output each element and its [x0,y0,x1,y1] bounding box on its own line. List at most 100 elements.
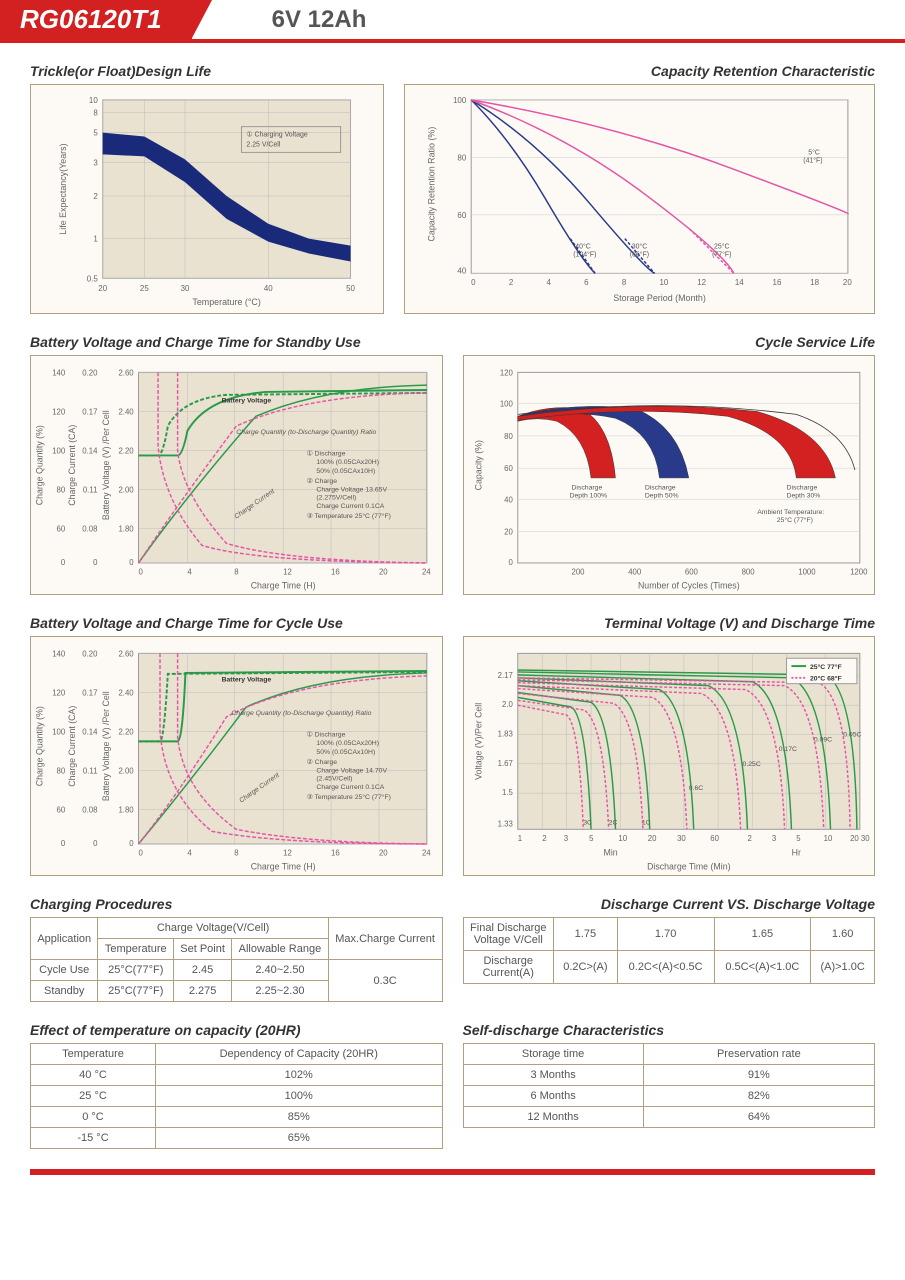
svg-text:Charge Current (CA): Charge Current (CA) [67,425,77,506]
svg-text:(86°F): (86°F) [629,250,648,258]
svg-text:60: 60 [504,464,513,473]
svg-text:12: 12 [283,849,292,858]
svg-text:Number of Cycles (Times): Number of Cycles (Times) [637,580,739,590]
svg-text:25: 25 [140,284,149,293]
svg-text:Storage Period (Month): Storage Period (Month) [613,293,706,303]
svg-text:0.17: 0.17 [82,688,97,697]
svg-text:2.00: 2.00 [118,767,134,776]
svg-text:100: 100 [52,446,66,455]
svg-text:40: 40 [504,495,513,504]
svg-text:24: 24 [422,568,431,577]
svg-text:20°C 68°F: 20°C 68°F [809,675,841,683]
table1-title: Charging Procedures [30,896,443,912]
svg-text:20: 20 [98,284,107,293]
svg-text:50% (0.05CAx10H): 50% (0.05CAx10H) [316,749,375,756]
svg-text:1.80: 1.80 [118,525,134,534]
svg-text:0.09C: 0.09C [813,736,831,743]
svg-text:Temperature (°C): Temperature (°C) [192,297,260,307]
svg-text:60: 60 [57,806,66,815]
svg-text:80: 80 [504,432,513,441]
table-row: 25 °C100% [31,1086,443,1107]
svg-text:2: 2 [93,192,97,201]
discharge-current-table: Final Discharge Voltage V/Cell 1.75 1.70… [463,917,876,984]
svg-text:Discharge: Discharge [644,485,675,492]
svg-text:800: 800 [741,568,755,577]
svg-text:120: 120 [52,407,66,416]
svg-text:12: 12 [697,278,706,287]
svg-text:① Discharge: ① Discharge [307,449,346,457]
table-row: 12 Months64% [463,1107,875,1128]
temp-capacity-table: Temperature Dependency of Capacity (20HR… [30,1043,443,1149]
svg-text:Charge Current 0.1CA: Charge Current 0.1CA [316,784,384,791]
self-discharge-table: Storage time Preservation rate 3 Months9… [463,1043,876,1128]
svg-text:0.17: 0.17 [82,407,97,416]
svg-text:20: 20 [504,528,513,537]
svg-text:Discharge: Discharge [571,485,602,492]
svg-text:Ambient Temperature:: Ambient Temperature: [757,509,824,516]
svg-text:Min: Min [603,848,617,858]
svg-text:8: 8 [621,278,626,287]
svg-text:20: 20 [379,568,388,577]
svg-text:(2.45V/Cell): (2.45V/Cell) [316,775,352,782]
svg-text:1: 1 [517,834,521,843]
svg-text:5: 5 [93,129,98,138]
svg-text:0.25C: 0.25C [742,761,760,768]
svg-text:② Charge: ② Charge [307,477,338,485]
table4-title: Self-discharge Characteristics [463,1022,876,1038]
svg-text:100: 100 [52,727,66,736]
svg-text:40: 40 [264,284,273,293]
svg-text:2.40: 2.40 [118,688,134,697]
svg-text:0.14: 0.14 [82,446,98,455]
th-range: Allowable Range [232,939,329,960]
chart4-title: Cycle Service Life [463,334,876,350]
svg-text:0.08: 0.08 [82,525,97,534]
th-temp: Temperature [98,939,174,960]
svg-text:Battery Voltage: Battery Voltage [222,677,272,684]
svg-text:20: 20 [843,278,852,287]
svg-text:100: 100 [453,96,467,105]
svg-text:2.17: 2.17 [497,671,512,680]
svg-text:1200: 1200 [850,568,868,577]
svg-text:80: 80 [57,767,66,776]
table-row: 3 Months91% [463,1065,875,1086]
table-row: -15 °C65% [31,1128,443,1149]
svg-text:Depth 30%: Depth 30% [786,492,820,499]
table-row: Cycle Use 25°C(77°F) 2.45 2.40~2.50 0.3C [31,960,443,981]
svg-text:0: 0 [139,849,144,858]
chart2-title: Capacity Retention Characteristic [404,63,875,79]
svg-text:6: 6 [584,278,589,287]
svg-text:Charge Quantity (%): Charge Quantity (%) [35,425,45,505]
footer-accent-bar [30,1169,875,1175]
svg-text:100: 100 [499,400,513,409]
svg-text:(77°F): (77°F) [712,250,731,258]
svg-text:Charge Current 0.1CA: Charge Current 0.1CA [316,503,384,510]
svg-text:(41°F): (41°F) [803,156,822,164]
model-badge: RG06120T1 [0,0,192,39]
svg-text:0: 0 [61,839,66,848]
svg-text:Charge Current (CA): Charge Current (CA) [67,706,77,787]
svg-text:14: 14 [734,278,743,287]
svg-text:100% (0.05CAx20H): 100% (0.05CAx20H) [316,459,379,466]
chart3-title: Battery Voltage and Charge Time for Stan… [30,334,443,350]
svg-text:1.5: 1.5 [502,788,514,797]
svg-text:2.40: 2.40 [118,407,134,416]
svg-text:30°C: 30°C [631,243,646,251]
svg-text:4: 4 [546,278,551,287]
svg-text:0: 0 [93,839,98,848]
svg-text:0.20: 0.20 [82,368,98,377]
svg-text:(104°F): (104°F) [573,250,596,258]
svg-text:Charge Time (H): Charge Time (H) [251,861,316,871]
svg-text:0.17C: 0.17C [778,746,796,753]
svg-text:Charge Quantity (to-Discharge: Charge Quantity (to-Discharge Quantity) … [236,429,376,436]
svg-text:(2.275V/Cell): (2.275V/Cell) [316,494,356,501]
svg-text:40°C: 40°C [575,243,590,251]
chart1: ① Charging Voltage 2.25 V/Cell 10 8 5 3 … [30,84,384,314]
svg-text:3C: 3C [583,819,592,826]
svg-text:10: 10 [89,96,98,105]
spec-text: 6V 12Ah [272,6,367,34]
svg-text:Discharge Time (Min): Discharge Time (Min) [647,861,731,871]
svg-text:Discharge: Discharge [786,485,817,492]
svg-text:Charge Quantity (%): Charge Quantity (%) [35,706,45,786]
svg-text:10: 10 [618,834,627,843]
svg-text:2C: 2C [608,819,617,826]
